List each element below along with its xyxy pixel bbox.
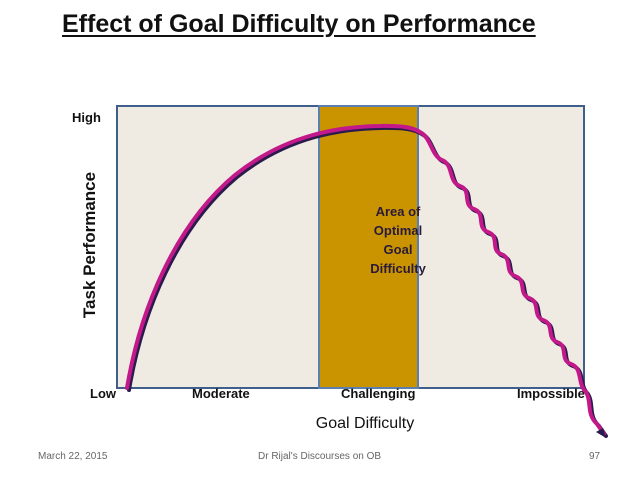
curve-arrowhead — [596, 428, 606, 438]
x-category-challenging: Challenging — [341, 386, 415, 401]
optimal-zone-label-line-3: Goal — [384, 242, 413, 257]
x-category-impossible: Impossible — [517, 386, 585, 401]
y-axis-high-label: High — [72, 110, 101, 125]
optimal-zone-label-line-2: Optimal — [374, 223, 422, 238]
footer-date: March 22, 2015 — [38, 451, 108, 462]
slide-title: Effect of Goal Difficulty on Performance — [62, 10, 536, 38]
footer-page-number: 97 — [589, 451, 601, 462]
x-axis-title: Goal Difficulty — [316, 415, 414, 432]
optimal-zone-label-line-4: Difficulty — [370, 261, 426, 276]
optimal-zone — [318, 105, 419, 389]
y-axis-title: Task Performance — [80, 172, 99, 318]
optimal-zone-label-line-1: Area of — [376, 204, 421, 219]
y-axis-low-label: Low — [90, 386, 117, 401]
footer-source: Dr Rijal's Discourses on OB — [258, 451, 382, 462]
performance-curve — [125, 123, 606, 436]
x-category-moderate: Moderate — [192, 386, 250, 401]
